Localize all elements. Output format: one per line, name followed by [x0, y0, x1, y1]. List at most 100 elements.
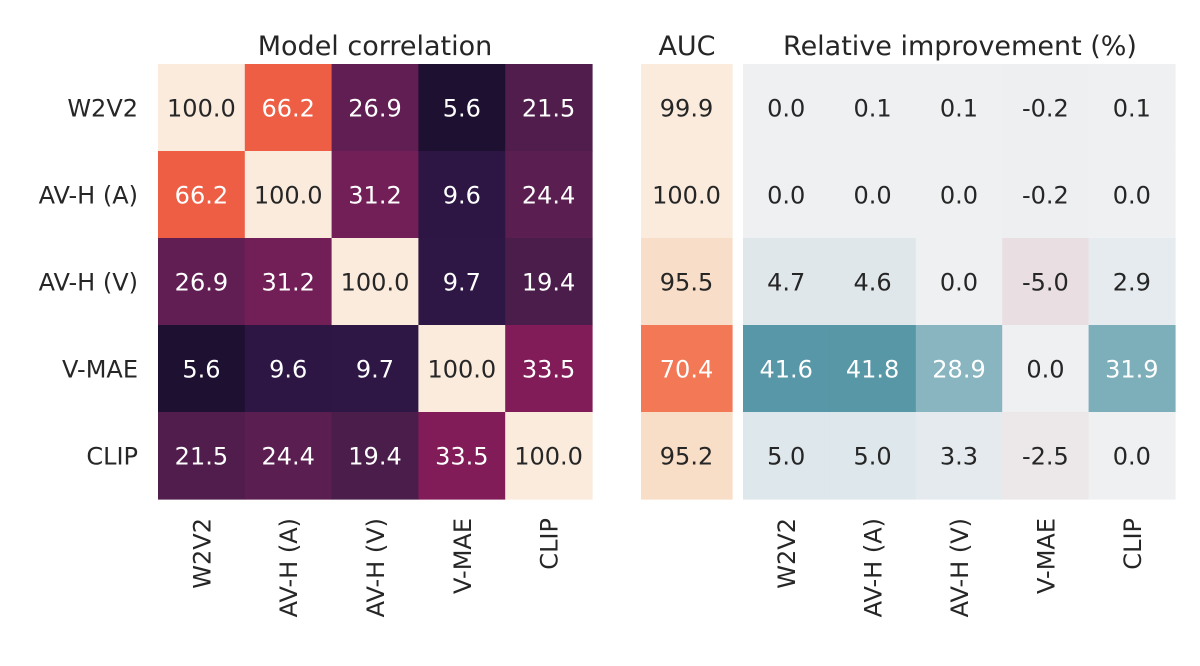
corr-cell-label: 5.6: [443, 95, 481, 123]
improvement-cell-label: -0.2: [1022, 95, 1069, 123]
improvement-cell-label: 0.0: [940, 269, 978, 297]
corr-cell: [505, 238, 593, 326]
corr-cell: [418, 325, 506, 413]
auc-cell-label: 95.5: [660, 269, 713, 297]
corr-cell-label: 31.2: [348, 182, 401, 210]
improvement-cell-label: 0.0: [940, 182, 978, 210]
auc-cells: 99.9 100.0 95.5 70.4 95.2: [641, 64, 733, 500]
col-label: V-MAE: [449, 518, 477, 594]
improvement-cell-label: 3.3: [940, 443, 978, 471]
corr-cell-label: 100.0: [514, 443, 583, 471]
corr-cell: [158, 238, 246, 326]
col-label: AV-H (V): [362, 518, 390, 617]
row-labels: W2V2 AV-H (A) AV-H (V) V-MAE CLIP: [39, 95, 138, 471]
corr-cell-label: 5.6: [182, 356, 220, 384]
corr-cell-label: 19.4: [522, 269, 575, 297]
corr-cell-label: 66.2: [261, 95, 314, 123]
corr-cell: [331, 151, 419, 239]
corr-cell: [244, 325, 333, 413]
corr-cell-label: 24.4: [522, 182, 575, 210]
improvement-cell-label: 41.6: [759, 356, 812, 384]
improvement-title: Relative improvement (%): [783, 31, 1137, 62]
improvement-cell-label: 4.6: [854, 269, 892, 297]
correlation-title: Model correlation: [258, 31, 493, 62]
corr-cell-label: 100.0: [427, 356, 496, 384]
improvement-cell: [915, 238, 1003, 326]
corr-cell: [244, 151, 333, 239]
improvement-cell: [915, 64, 1003, 152]
corr-cell-label: 9.7: [356, 356, 394, 384]
correlation-cells: 100.0 66.2 26.9 5.6 21.5 66.2 100.0 31.2 9.6 24.4…: [158, 64, 593, 500]
improvement-cell: [915, 151, 1003, 239]
improvement-cell: [915, 325, 1003, 413]
corr-cell: [158, 325, 246, 413]
auc-cell-label: 99.9: [660, 95, 713, 123]
corr-cell: [418, 412, 506, 500]
improvement-cell: [1002, 238, 1090, 326]
improvement-cell-label: 0.0: [1113, 182, 1151, 210]
improvement-col-labels: W2V2 AV-H (A) AV-H (V) V-MAE CLIP: [773, 518, 1147, 617]
improvement-cell: [1088, 325, 1176, 413]
improvement-cell-label: 5.0: [854, 443, 892, 471]
corr-cell-label: 66.2: [175, 182, 228, 210]
corr-cell-label: 26.9: [348, 95, 401, 123]
improvement-cell-label: -2.5: [1022, 443, 1069, 471]
improvement-cell-label: 0.1: [854, 95, 892, 123]
corr-cell-label: 21.5: [175, 443, 228, 471]
improvement-cell-label: 0.0: [1113, 443, 1151, 471]
improvement-cell: [829, 412, 917, 500]
corr-cell: [331, 412, 419, 500]
corr-cell: [505, 325, 593, 413]
improvement-cell: [829, 325, 917, 413]
col-label: AV-H (A): [860, 518, 888, 617]
col-label: CLIP: [536, 518, 564, 570]
corr-cell: [418, 151, 506, 239]
improvement-cell: [829, 64, 917, 152]
auc-cell: [641, 238, 733, 326]
improvement-cell-label: 31.9: [1105, 356, 1158, 384]
improvement-cell: [743, 64, 830, 152]
col-label: CLIP: [1119, 518, 1147, 570]
corr-cell-label: 100.0: [341, 269, 410, 297]
corr-cell: [331, 64, 419, 152]
improvement-cell: [1002, 325, 1090, 413]
row-label: V-MAE: [62, 356, 138, 384]
row-label: CLIP: [86, 443, 138, 471]
improvement-cell: [829, 151, 917, 239]
auc-cell-label: 100.0: [652, 182, 721, 210]
improvement-cell-label: 2.9: [1113, 269, 1151, 297]
improvement-cell-label: 0.1: [940, 95, 978, 123]
corr-cell-label: 31.2: [261, 269, 314, 297]
corr-cell: [158, 151, 246, 239]
auc-cell: [641, 151, 733, 239]
auc-cell-label: 70.4: [660, 356, 713, 384]
auc-cell-label: 95.2: [660, 443, 713, 471]
corr-cell-label: 19.4: [348, 443, 401, 471]
corr-cell: [418, 238, 506, 326]
improvement-cell: [743, 412, 830, 500]
corr-cell: [505, 151, 593, 239]
auc-cell: [641, 412, 733, 500]
auc-panel: AUC 99.9 100.0 95.5 70.4 95.2: [641, 31, 733, 500]
improvement-cell: [829, 238, 917, 326]
improvement-cell: [1002, 64, 1090, 152]
corr-cell: [158, 64, 246, 152]
improvement-cell: [743, 151, 830, 239]
improvement-cell: [1002, 151, 1090, 239]
corr-cell: [331, 325, 419, 413]
improvement-cell-label: 5.0: [767, 443, 805, 471]
corr-cell: [505, 64, 593, 152]
corr-cell-label: 26.9: [175, 269, 228, 297]
col-label: AV-H (V): [946, 518, 974, 617]
corr-cell: [418, 64, 506, 152]
improvement-cell-label: 4.7: [767, 269, 805, 297]
col-label: AV-H (A): [275, 518, 303, 617]
improvement-cell-label: 0.1: [1113, 95, 1151, 123]
improvement-cell-label: 0.0: [1026, 356, 1064, 384]
improvement-cell: [743, 238, 830, 326]
auc-cell: [641, 325, 733, 413]
col-label: V-MAE: [1032, 518, 1060, 594]
improvement-cell-label: 41.8: [846, 356, 899, 384]
improvement-cell: [1088, 412, 1176, 500]
